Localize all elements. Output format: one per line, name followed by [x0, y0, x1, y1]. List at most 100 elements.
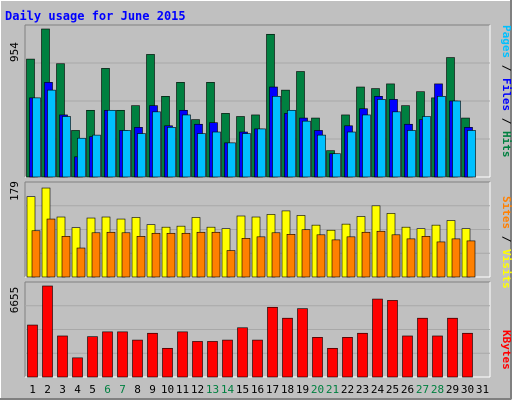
day-label-16: 16: [251, 383, 264, 396]
kbytes-bar-day-4: [72, 357, 83, 378]
pages-bar-day-25: [392, 111, 401, 178]
day-label-22: 22: [341, 383, 354, 396]
kbytes-bar-day-7: [117, 331, 128, 378]
day-label-11: 11: [176, 383, 189, 396]
kbytes-bar-day-5: [87, 336, 98, 378]
day-label-23: 23: [356, 383, 369, 396]
pages-bar-day-14: [227, 142, 236, 178]
kbytes-bar-day-13: [207, 341, 218, 378]
pages-bar-day-19: [302, 120, 311, 178]
panel-1: [24, 24, 491, 178]
panel2-legend-part-3: Visits: [500, 249, 512, 289]
day-label-19: 19: [296, 383, 309, 396]
day-label-20: 20: [311, 383, 324, 396]
day-label-27: 27: [416, 383, 429, 396]
sites-bar-day-12: [196, 231, 206, 278]
sites-bar-day-9: [151, 232, 161, 278]
chart-title: Daily usage for June 2015: [5, 9, 186, 23]
sites-bar-day-19: [301, 229, 311, 278]
pages-bar-day-1: [32, 97, 41, 178]
sites-bar-day-14: [226, 250, 236, 278]
sites-bar-day-10: [166, 232, 176, 278]
kbytes-bar-day-21: [327, 347, 338, 378]
day-label-1: 1: [29, 383, 36, 396]
sites-bar-day-20: [316, 234, 326, 278]
panels: [24, 24, 491, 378]
day-label-8: 8: [134, 383, 141, 396]
pages-bar-day-8: [137, 133, 146, 178]
kbytes-bar-day-25: [387, 300, 398, 378]
pages-bar-day-3: [62, 116, 71, 178]
day-label-7: 7: [119, 383, 126, 396]
pages-bar-day-16: [257, 128, 266, 178]
panel2-max-label: 179: [8, 181, 21, 201]
kbytes-bar-day-15: [237, 327, 248, 378]
day-label-30: 30: [461, 383, 474, 396]
sites-bar-day-2: [46, 218, 56, 278]
pages-bar-day-26: [407, 130, 416, 178]
sites-bar-day-24: [376, 230, 386, 278]
day-label-17: 17: [266, 383, 279, 396]
sites-bar-day-6: [106, 231, 116, 278]
day-label-28: 28: [431, 383, 444, 396]
kbytes-bar-day-28: [432, 335, 443, 378]
sites-bar-day-21: [331, 239, 341, 278]
pages-bar-day-29: [452, 100, 461, 178]
panel3-max-label: 6655: [8, 287, 21, 314]
pages-bar-day-28: [437, 96, 446, 178]
day-label-6: 6: [104, 383, 111, 396]
kbytes-bar-day-14: [222, 339, 233, 378]
pages-bar-day-2: [47, 89, 56, 178]
pages-bar-day-10: [167, 127, 176, 178]
panel-3: [24, 281, 491, 378]
pages-bar-day-11: [182, 114, 191, 178]
sites-bar-day-22: [346, 236, 356, 278]
panel2-legend-part-2: /: [500, 229, 512, 249]
day-label-29: 29: [446, 383, 459, 396]
sites-bar-day-11: [181, 232, 191, 278]
kbytes-bar-day-8: [132, 339, 143, 378]
pages-bar-day-7: [122, 130, 131, 178]
kbytes-bar-day-27: [417, 317, 428, 378]
sites-bar-day-18: [286, 233, 296, 278]
sites-bar-day-30: [466, 240, 476, 278]
sites-bar-day-23: [361, 231, 371, 278]
pages-bar-day-13: [212, 131, 221, 178]
pages-bar-day-20: [317, 134, 326, 178]
day-label-31: 31: [476, 383, 489, 396]
kbytes-bar-day-17: [267, 306, 278, 378]
day-label-9: 9: [149, 383, 156, 396]
pages-bar-day-17: [272, 96, 281, 178]
panel1-legend-part-2: /: [500, 58, 512, 78]
day-label-5: 5: [89, 383, 96, 396]
panel3-legend-part-1: KBytes: [500, 330, 512, 370]
panel1-legend-part-4: /: [500, 111, 512, 131]
sites-bar-day-7: [121, 232, 131, 278]
kbytes-bar-day-18: [282, 317, 293, 378]
pages-bar-day-30: [467, 130, 476, 178]
kbytes-bar-day-24: [372, 298, 383, 378]
sites-bar-day-3: [61, 236, 71, 278]
kbytes-bar-day-16: [252, 339, 263, 378]
kbytes-bar-day-22: [342, 337, 353, 378]
panel2-legend: Sites / Visits: [500, 196, 512, 289]
day-label-2: 2: [44, 383, 51, 396]
kbytes-bar-day-11: [177, 331, 188, 378]
sites-bar-day-26: [406, 238, 416, 278]
panel1-max-label: 954: [8, 42, 21, 62]
pages-bar-day-9: [152, 111, 161, 178]
kbytes-bar-day-6: [102, 331, 113, 378]
day-label-13: 13: [206, 383, 219, 396]
pages-bar-day-6: [107, 109, 116, 178]
pages-bar-day-15: [242, 133, 251, 178]
panel1-legend-part-1: Pages: [500, 25, 512, 58]
panel3-legend: KBytes: [500, 330, 512, 370]
kbytes-bar-day-20: [312, 337, 323, 378]
kbytes-bar-day-1: [27, 324, 38, 378]
pages-bar-day-21: [332, 153, 341, 178]
pages-bar-day-18: [287, 109, 296, 178]
sites-bar-day-4: [76, 247, 86, 278]
sites-bar-day-8: [136, 236, 146, 278]
kbytes-bar-day-23: [357, 332, 368, 378]
